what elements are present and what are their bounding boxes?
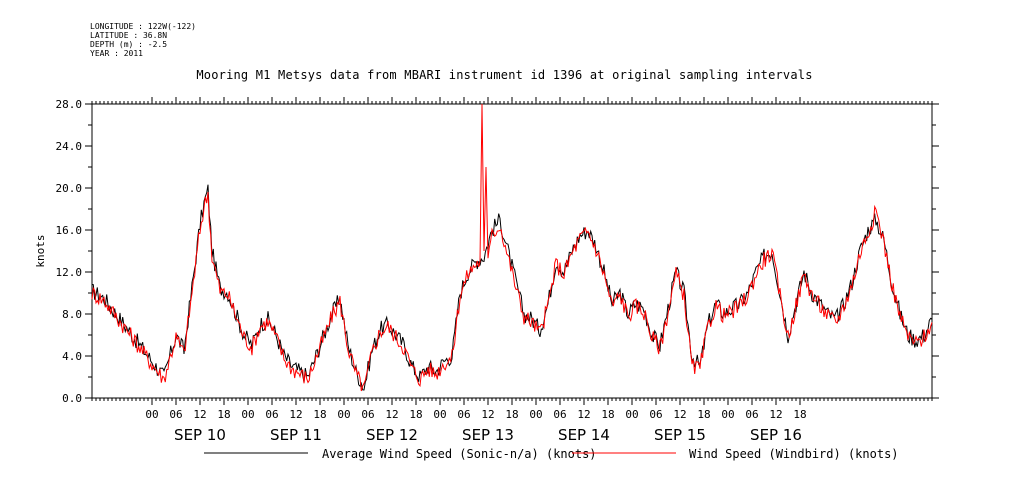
y-tick-label: 20.0 [56,182,83,195]
x-hour-label: 12 [577,408,590,421]
y-tick-label: 24.0 [56,140,83,153]
x-hour-label: 06 [361,408,374,421]
series-line-sonic [91,184,933,391]
x-day-label: SEP 10 [174,426,226,444]
x-hour-label: 00 [625,408,638,421]
x-hour-label: 00 [145,408,158,421]
x-hour-label: 12 [673,408,686,421]
x-hour-label: 18 [601,408,614,421]
x-hour-label: 12 [289,408,302,421]
y-tick-label: 4.0 [62,350,82,363]
x-hour-label: 18 [217,408,230,421]
x-hour-label: 00 [721,408,734,421]
x-hour-label: 00 [241,408,254,421]
series-layer [91,103,933,392]
x-hour-label: 18 [313,408,326,421]
x-hour-label: 18 [505,408,518,421]
x-day-label: SEP 13 [462,426,514,444]
x-hour-label: 00 [529,408,542,421]
y-axis-label: knots [34,234,47,267]
x-hour-label: 06 [265,408,278,421]
longitude-text: LONGITUDE : 122W(-122) [90,22,196,31]
depth-text: DEPTH (m) : -2.5 [90,40,168,49]
y-tick-label: 28.0 [56,98,83,111]
legend-label-windbird: Wind Speed (Windbird) (knots) [689,447,899,461]
y-tick-label: 12.0 [56,266,83,279]
x-hour-label: 18 [793,408,806,421]
legend-label-sonic: Average Wind Speed (Sonic-n/a) (knots) [322,447,597,461]
x-day-label: SEP 12 [366,426,418,444]
x-day-label: SEP 16 [750,426,802,444]
y-tick-label: 8.0 [62,308,82,321]
x-hour-label: 18 [409,408,422,421]
series-line-windbird [91,103,933,392]
y-tick-label: 16.0 [56,224,83,237]
x-hour-label: 06 [169,408,182,421]
plot-frame [91,103,933,399]
x-hour-label: 06 [745,408,758,421]
x-day-label: SEP 11 [270,426,322,444]
x-day-label: SEP 15 [654,426,706,444]
x-hour-label: 12 [385,408,398,421]
chart-title: Mooring M1 Metsys data from MBARI instru… [196,68,813,82]
x-hour-label: 06 [457,408,470,421]
chart-axes: 0.0 4.0 8.0 12.0 16.0 20.0 24.0 28.0 00 06 12 18 00 0… [56,97,939,444]
year-text: YEAR : 2011 [90,49,143,58]
x-day-label: SEP 14 [558,426,610,444]
legend: Average Wind Speed (Sonic-n/a) (knots) W… [204,447,899,461]
latitude-text: LATITUDE : 36.8N [90,31,168,40]
x-hour-label: 12 [193,408,206,421]
y-tick-label: 0.0 [62,392,82,405]
x-hour-label: 00 [433,408,446,421]
x-hour-label: 18 [697,408,710,421]
metadata-block: LONGITUDE : 122W(-122) LATITUDE : 36.8N … [90,22,196,58]
x-hour-label: 00 [337,408,350,421]
x-hour-label: 12 [481,408,494,421]
x-hour-label: 06 [553,408,566,421]
x-hour-label: 06 [649,408,662,421]
x-hour-label: 12 [769,408,782,421]
